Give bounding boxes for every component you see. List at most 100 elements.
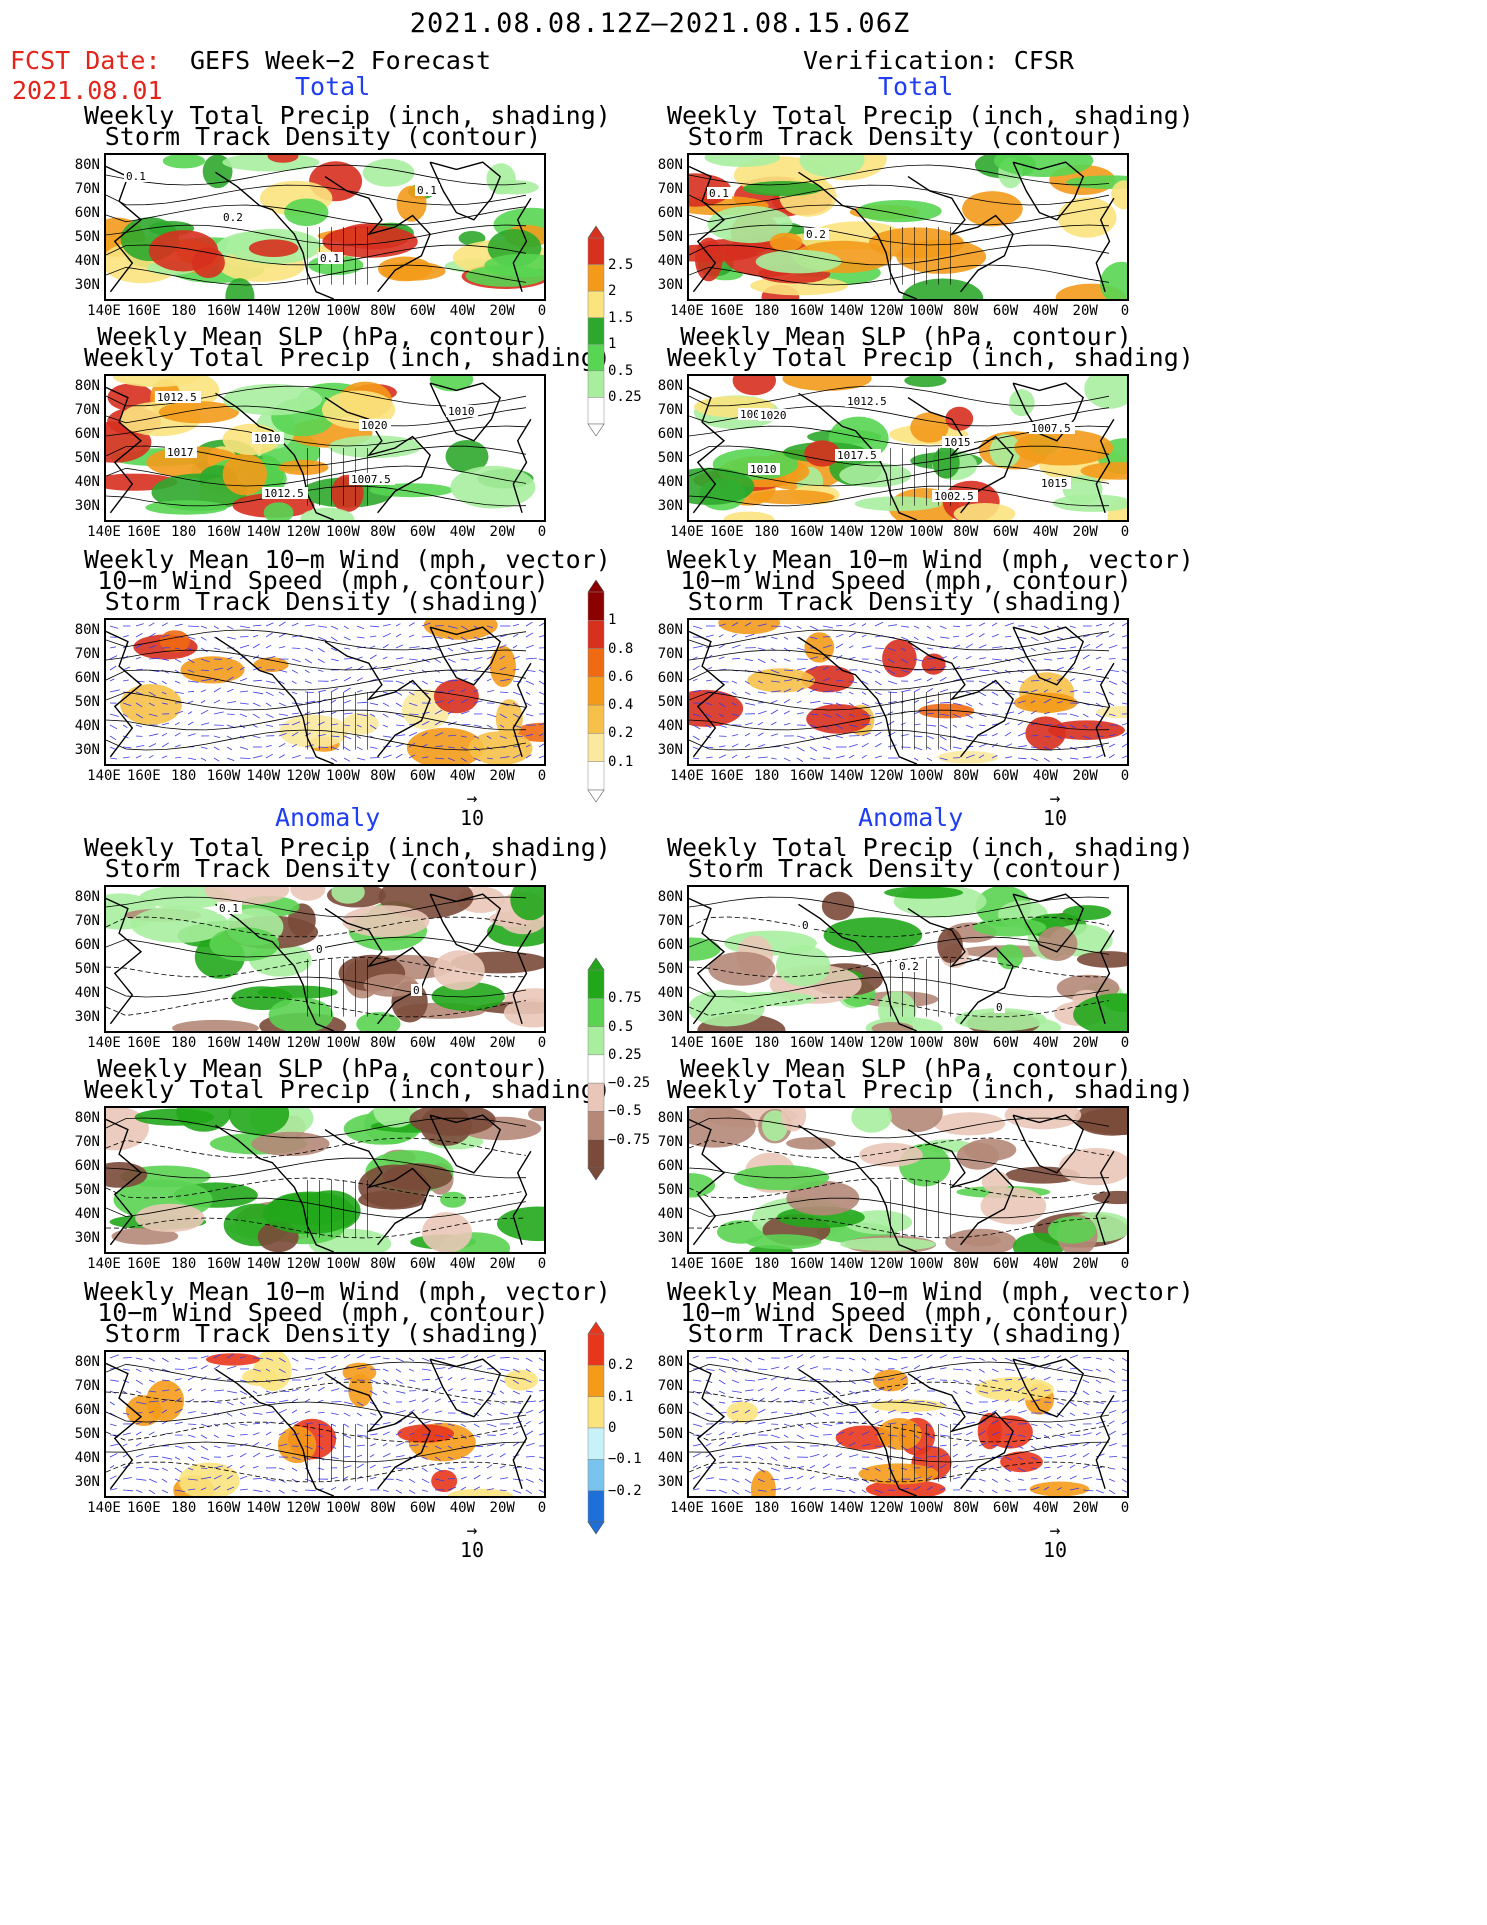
wind-vector — [343, 1353, 351, 1359]
wind-vector — [874, 721, 883, 726]
wind-vector — [926, 1377, 935, 1381]
wind-vector — [718, 1357, 729, 1361]
wind-vector — [265, 632, 273, 638]
wind-vector — [744, 658, 753, 662]
shading-region — [420, 1108, 472, 1146]
lat-tick-label: 50N — [657, 450, 683, 466]
wind-vector — [512, 1431, 518, 1436]
shading-region — [447, 1488, 513, 1496]
wind-vector — [499, 1390, 505, 1394]
wind-vector — [731, 754, 738, 759]
wind-vector — [1043, 698, 1052, 704]
wind-vector — [705, 1379, 713, 1384]
lon-tick-label: 60W — [409, 303, 436, 319]
colorbar-swatch — [587, 761, 605, 791]
wind-vector — [525, 691, 531, 695]
shading-region — [707, 205, 793, 244]
lon-tick-label: 160E — [709, 1256, 744, 1272]
lon-tick-label: 0 — [537, 1035, 547, 1051]
wind-vector — [343, 724, 350, 727]
wind-vector — [952, 1465, 959, 1469]
panel-title-line: Weekly Total Precip (inch, shading) — [84, 101, 611, 130]
wind-vector — [965, 1401, 974, 1405]
wind-vector — [770, 709, 779, 715]
wind-vector — [848, 1401, 859, 1404]
wind-vector — [861, 669, 872, 673]
wind-vector — [265, 1431, 272, 1436]
wind-vector — [109, 746, 116, 750]
wind-vector — [1108, 1410, 1117, 1414]
contour-label: 1020 — [361, 419, 388, 432]
wind-vector — [1108, 1478, 1115, 1482]
wind-vector — [731, 657, 741, 660]
shading-region — [888, 1108, 943, 1133]
shading-region — [858, 1463, 939, 1485]
wind-vector — [395, 753, 403, 759]
wind-vector — [913, 678, 922, 682]
wind-vector — [395, 1410, 406, 1414]
wind-vector — [330, 1456, 339, 1460]
contour-label: 1012.5 — [264, 487, 304, 500]
coastline — [429, 1358, 502, 1418]
lon-tick-label: 80W — [370, 1500, 396, 1516]
wind-vector — [796, 1466, 804, 1469]
coastline — [798, 636, 918, 764]
wind-vector — [187, 636, 196, 640]
contour-line — [689, 1117, 1110, 1139]
colorbar-label: 2.5 — [608, 256, 634, 273]
wind-vector — [330, 1365, 337, 1370]
wind-vector — [252, 735, 261, 739]
wind-vector — [809, 1487, 816, 1491]
wind-vector — [939, 1463, 947, 1469]
wind-vector — [692, 1423, 703, 1427]
wind-vector — [1108, 658, 1116, 660]
wind-vector — [395, 669, 404, 671]
contour-label-bg — [942, 436, 974, 448]
wind-vector — [421, 1368, 432, 1371]
wind-vector — [874, 1456, 883, 1460]
wind-vector — [148, 1455, 159, 1458]
shading-region — [381, 261, 446, 281]
contour-line — [689, 204, 1110, 226]
wind-vector — [226, 1423, 235, 1429]
lon-tick-label: 0 — [1120, 1256, 1130, 1272]
wind-vector — [965, 1442, 972, 1447]
wind-vector — [174, 1368, 185, 1370]
wind-vector — [718, 1466, 728, 1469]
wind-vector — [744, 702, 756, 706]
contour-label-bg — [252, 432, 284, 444]
shading-region — [263, 502, 294, 520]
wind-vector — [382, 1368, 389, 1372]
wind-vector — [525, 1478, 534, 1483]
wind-vector — [1004, 743, 1013, 748]
map-canvas: 00.20 — [689, 887, 1127, 1031]
wind-vector — [317, 1376, 324, 1381]
wind-vector — [757, 756, 768, 759]
wind-vector — [809, 1390, 819, 1394]
wind-vector — [757, 1445, 768, 1449]
wind-vector — [109, 678, 115, 682]
lon-tick-label: 80W — [370, 768, 396, 784]
wind-vector — [809, 724, 818, 728]
lon-tick-label: 160E — [126, 524, 161, 540]
wind-vector — [1082, 1401, 1089, 1406]
wind-vector — [835, 633, 844, 638]
wind-vector — [874, 1432, 885, 1436]
wind-vector — [252, 634, 259, 638]
wind-vector — [692, 1488, 700, 1491]
colorbar-label: 0.1 — [608, 753, 634, 770]
wind-vector — [226, 666, 233, 671]
shading-region — [112, 376, 200, 387]
wind-vector — [744, 755, 751, 759]
lon-tick-label: 180 — [170, 1256, 197, 1272]
wind-vector — [991, 622, 998, 627]
wind-vector — [109, 735, 117, 741]
wind-vector — [304, 732, 311, 737]
colorbar-swatch — [587, 264, 605, 292]
wind-vector — [395, 1379, 403, 1384]
panel-title-line: Storm Track Density (shading) — [104, 587, 542, 616]
wind-vector — [434, 1367, 446, 1370]
wind-vector — [213, 1389, 224, 1392]
wind-vector — [226, 1390, 238, 1394]
wind-vector — [1108, 1489, 1116, 1495]
